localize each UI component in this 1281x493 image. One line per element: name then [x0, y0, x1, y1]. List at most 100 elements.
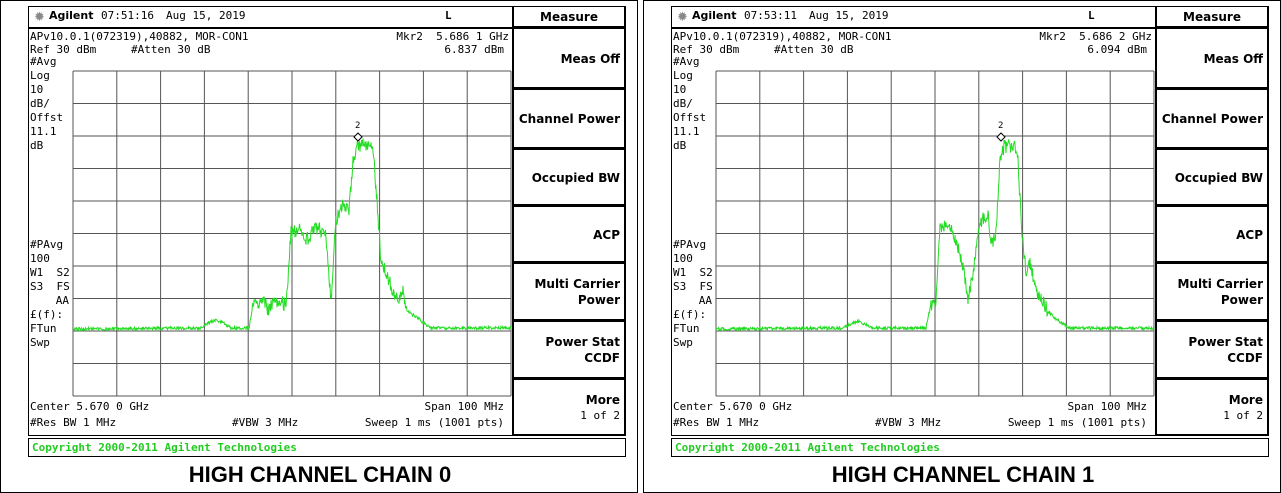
softkey[interactable]: Channel Power	[513, 89, 626, 149]
side-label: Log	[673, 69, 693, 82]
side-label: FTun	[673, 322, 700, 335]
analyzer-panel: ✹ 2 Agilent 07:53:11 Aug 15, 2019 L APv10.0.1(…	[643, 0, 1281, 493]
side-label: #Avg	[673, 55, 700, 68]
mode: L	[445, 9, 452, 22]
asterisk-icon: ✹	[34, 10, 45, 25]
softkey[interactable]: Meas Off	[1156, 28, 1269, 89]
softkey[interactable]: Power Stat CCDF	[513, 321, 626, 379]
marker-label: 2	[998, 121, 1004, 131]
header-bar	[671, 6, 1156, 28]
softkey[interactable]: Occupied BW	[1156, 149, 1269, 206]
side-label: dB/	[30, 97, 50, 110]
marker-level: 6.837 dBm	[444, 43, 504, 56]
softkey[interactable]: Channel Power	[1156, 89, 1269, 149]
softkey-label: Occupied BW	[531, 170, 620, 185]
softkey[interactable]: Meas Off	[513, 28, 626, 89]
ref-level: Ref 30 dBm	[30, 43, 97, 56]
softkey[interactable]: ACP	[513, 206, 626, 263]
softkey-label: 1 of 2	[1223, 408, 1263, 422]
softkey-label: CCDF	[1227, 351, 1263, 365]
copyright: Copyright 2000-2011 Agilent Technologies	[28, 438, 626, 457]
copyright: Copyright 2000-2011 Agilent Technologies	[671, 438, 1269, 457]
softkey[interactable]: Multi Carrier Power	[513, 263, 626, 321]
side-label: £(f):	[673, 308, 707, 321]
softkey[interactable]: More 1 of 2	[1156, 379, 1269, 436]
sweep: Sweep 1 ms (1001 pts)	[1007, 416, 1147, 429]
softkey[interactable]: Occupied BW	[513, 149, 626, 206]
attenuation: #Atten 30 dB	[774, 43, 854, 56]
marker-readout: Mkr2 5.686 1 GHz	[396, 30, 509, 43]
side-label: W1 S2	[673, 266, 713, 279]
side-label: Swp	[673, 336, 693, 349]
menu-title-text: Measure	[540, 10, 598, 24]
marker-diamond	[353, 132, 363, 142]
menu-title: Measure	[513, 6, 626, 28]
side-label: 11.1	[30, 125, 57, 138]
side-label: FTun	[30, 322, 57, 335]
info: APv10.0.1(072319),40882, MOR-CON1	[673, 30, 892, 43]
softkey[interactable]: Power Stat CCDF	[1156, 321, 1269, 379]
side-label: Swp	[30, 336, 50, 349]
softkey-label: Multi Carrier	[534, 277, 620, 291]
vbw: #VBW 3 MHz	[232, 416, 299, 429]
brand: Agilent	[49, 9, 94, 22]
side-label: £(f):	[30, 308, 64, 321]
side-label: W1 S2	[30, 266, 70, 279]
marker-readout: Mkr2 5.686 2 GHz	[1039, 30, 1152, 43]
asterisk-icon: ✹	[677, 10, 688, 25]
side-label: 100	[30, 252, 50, 265]
side-label: #Avg	[30, 55, 57, 68]
softkey[interactable]: More 1 of 2	[513, 379, 626, 436]
date: Aug 15, 2019	[809, 9, 889, 22]
softkey[interactable]: Multi Carrier Power	[1156, 263, 1269, 321]
marker-level: 6.094 dBm	[1087, 43, 1147, 56]
softkey-label: More	[585, 392, 620, 407]
softkey-label: Power Stat	[545, 335, 620, 349]
side-label: dB/	[673, 97, 693, 110]
softkey-label: CCDF	[584, 351, 620, 365]
time: 07:53:11	[744, 9, 797, 22]
side-label: #PAvg	[30, 238, 64, 251]
softkey-label: Power	[1220, 293, 1263, 307]
marker-diamond	[996, 132, 1006, 142]
side-label: dB	[30, 139, 44, 152]
softkey-label: More	[1228, 392, 1263, 407]
menu-title: Measure	[1156, 6, 1269, 28]
mode: L	[1088, 9, 1095, 22]
graticule: ✹	[677, 10, 1155, 397]
marker-label: 2	[355, 121, 361, 131]
spectrum-trace	[715, 139, 1155, 332]
side-label: Log	[30, 69, 50, 82]
softkey[interactable]: ACP	[1156, 206, 1269, 263]
display-frame	[28, 28, 513, 436]
center-freq: Center 5.670 0 GHz	[673, 400, 793, 413]
attenuation: #Atten 30 dB	[131, 43, 211, 56]
softkey-label: Multi Carrier	[1177, 277, 1263, 291]
softkey-label: Power	[577, 293, 620, 307]
brand: Agilent	[692, 9, 737, 22]
res-bw: #Res BW 1 MHz	[673, 416, 760, 429]
side-label: AA	[55, 294, 69, 307]
softkey-label: Channel Power	[518, 112, 620, 126]
softkey-label: Meas Off	[1203, 51, 1263, 66]
ref-level: Ref 30 dBm	[673, 43, 740, 56]
center-freq: Center 5.670 0 GHz	[30, 400, 150, 413]
side-label: Offst	[30, 111, 64, 124]
res-bw: #Res BW 1 MHz	[30, 416, 117, 429]
sweep: Sweep 1 ms (1001 pts)	[364, 416, 504, 429]
side-label: Offst	[673, 111, 707, 124]
header-bar	[28, 6, 513, 28]
softkey-label: Meas Off	[560, 51, 620, 66]
softkey-label: 1 of 2	[580, 408, 620, 422]
side-label: dB	[673, 139, 687, 152]
display-frame	[671, 28, 1156, 436]
spectrum-trace	[73, 137, 512, 333]
softkey-label: ACP	[1236, 227, 1263, 242]
caption: HIGH CHANNEL CHAIN 0	[188, 462, 452, 487]
date: Aug 15, 2019	[166, 9, 246, 22]
span: Span 100 MHz	[424, 400, 504, 413]
time: 07:51:16	[101, 9, 154, 22]
softkey-label: Power Stat	[1188, 335, 1263, 349]
softkey-label: ACP	[593, 227, 620, 242]
